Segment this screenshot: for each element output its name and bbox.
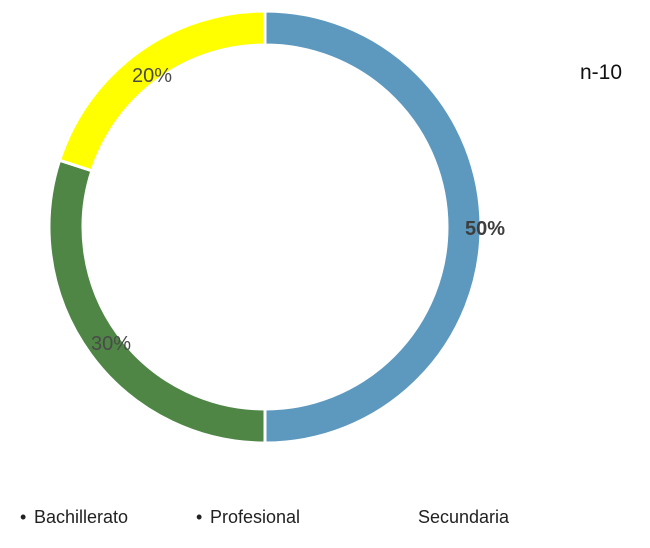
- legend-label-bachillerato: Bachillerato: [34, 507, 129, 527]
- legend-item-secundaria: • Secundaria: [404, 508, 574, 526]
- chart-legend: • Bachillerato • Profesional • Secundari…: [20, 508, 574, 526]
- sample-size-label: n-10: [580, 61, 623, 84]
- legend-item-profesional: • Profesional: [196, 508, 404, 526]
- legend-bullet: •: [20, 507, 27, 527]
- data-label-profesional: 50%: [465, 218, 505, 240]
- data-label-secundaria: 30%: [91, 333, 131, 355]
- legend-bullet: •: [196, 507, 203, 527]
- donut-chart: 50% 30% 20%: [47, 9, 505, 445]
- slice-secundaria: [47, 158, 267, 445]
- slice-bachillerato: [57, 9, 267, 173]
- data-label-bachillerato: 20%: [132, 65, 172, 87]
- legend-label-profesional: Profesional: [210, 507, 301, 527]
- legend-item-bachillerato: • Bachillerato: [20, 508, 196, 526]
- slice-profesional: [263, 9, 483, 445]
- legend-label-secundaria: Secundaria: [418, 507, 510, 527]
